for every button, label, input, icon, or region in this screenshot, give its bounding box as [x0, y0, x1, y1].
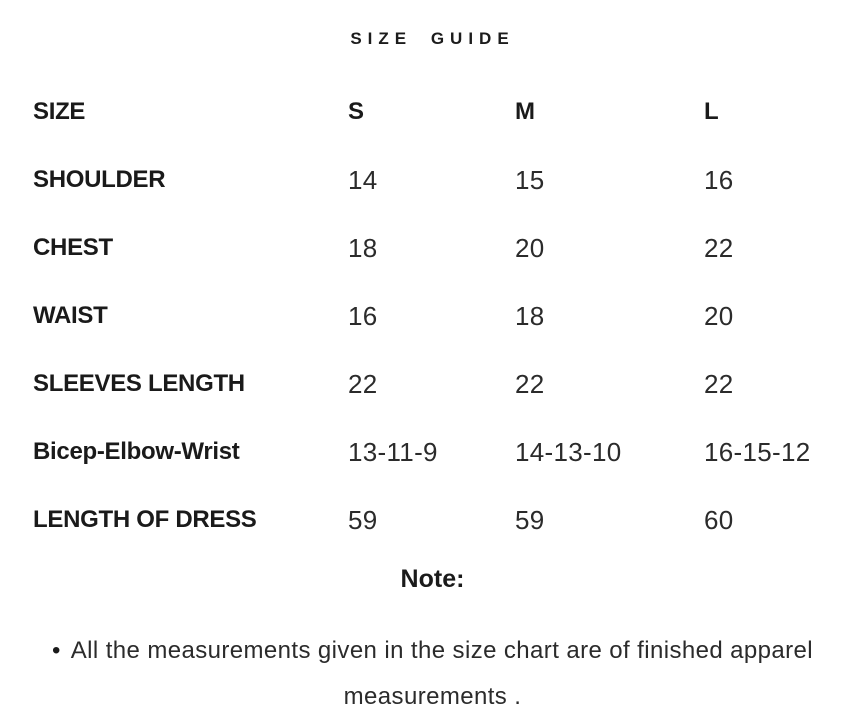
header-size-l: L [704, 98, 719, 125]
cell-l: 22 [704, 368, 734, 399]
cell-l: 20 [704, 300, 734, 331]
cell-m: 15 [515, 164, 545, 195]
header-size-label: SIZE [33, 98, 86, 125]
header-size-s: S [348, 98, 365, 125]
note-text: • All the measurements given in the size … [33, 628, 833, 720]
table-row-shoulder: SHOULDER 14 15 16 [0, 146, 865, 214]
row-label: LENGTH OF DRESS [33, 506, 257, 533]
cell-l: 16 [704, 164, 734, 195]
bullet-icon: • [51, 637, 61, 664]
cell-m: 59 [515, 504, 545, 535]
size-table: SIZE S M L SHOULDER 14 15 16 CHEST 18 20… [0, 78, 865, 554]
table-row-length-of-dress: LENGTH OF DRESS 59 59 60 [0, 486, 865, 554]
cell-l: 16-15-12 [704, 436, 811, 467]
note-text-content: All the measurements given in the size c… [70, 637, 814, 710]
row-label: WAIST [33, 302, 108, 329]
table-row-chest: CHEST 18 20 22 [0, 214, 865, 282]
table-row-waist: WAIST 16 18 20 [0, 282, 865, 350]
cell-s: 13-11-9 [348, 436, 438, 467]
note-heading: Note: [400, 565, 465, 593]
note-section: Note: • All the measurements given in the… [0, 564, 865, 720]
cell-l: 22 [704, 232, 734, 263]
table-header-row: SIZE S M L [0, 78, 865, 146]
table-row-bicep-elbow-wrist: Bicep-Elbow-Wrist 13-11-9 14-13-10 16-15… [0, 418, 865, 486]
cell-m: 18 [515, 300, 545, 331]
cell-l: 60 [704, 504, 734, 535]
table-row-sleeves-length: SLEEVES LENGTH 22 22 22 [0, 350, 865, 418]
header-size-m: M [515, 98, 536, 125]
row-label: SLEEVES LENGTH [33, 370, 245, 397]
page-title: SIZE GUIDE [350, 29, 515, 48]
cell-m: 22 [515, 368, 545, 399]
cell-s: 22 [348, 368, 378, 399]
cell-s: 14 [348, 164, 378, 195]
row-label: SHOULDER [33, 166, 166, 193]
cell-s: 16 [348, 300, 378, 331]
cell-s: 18 [348, 232, 378, 263]
cell-s: 59 [348, 504, 378, 535]
row-label: CHEST [33, 234, 113, 261]
cell-m: 20 [515, 232, 545, 263]
cell-m: 14-13-10 [515, 436, 622, 467]
row-label: Bicep-Elbow-Wrist [33, 438, 240, 465]
